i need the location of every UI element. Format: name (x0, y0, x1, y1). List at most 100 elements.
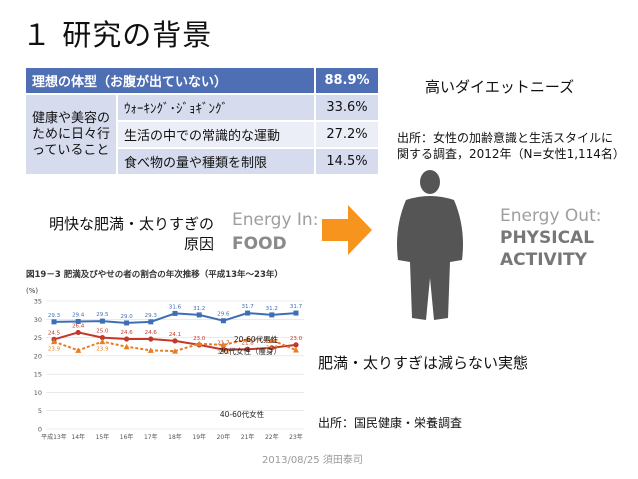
data-point (99, 338, 106, 345)
energy-in-value: FOOD (232, 234, 287, 254)
x-tick-label: 21年 (241, 433, 255, 441)
data-point (269, 345, 275, 351)
y-tick-label: 20 (34, 352, 42, 360)
source-line: 出所：女性の加齢意識と生活スタイルに (397, 131, 614, 145)
survey-header-value: 88.9% (314, 66, 380, 95)
data-point (124, 336, 130, 342)
chart-ylabel: (%) (26, 287, 38, 295)
data-label: 24.3 (266, 345, 279, 351)
data-label: 23.0 (193, 336, 206, 342)
slide-title: １ 研究の背景 (22, 18, 213, 52)
data-point (172, 310, 178, 316)
arrow-right-icon (322, 205, 372, 255)
legend-label: 40-60代女性 (220, 409, 265, 419)
data-label: 21.8 (241, 340, 254, 346)
legend-label: 20-60代男性 (234, 334, 279, 344)
data-label: 23.0 (290, 336, 303, 342)
obesity-trend-note: 肥満・太りすぎは減らない実態 (318, 354, 529, 372)
data-label: 29.3 (48, 313, 61, 319)
energy-out-value: PHYSICAL (500, 228, 595, 248)
energy-out-label: Energy Out: (500, 206, 602, 226)
data-label: 31.2 (266, 306, 278, 312)
row-value: 33.6% (314, 93, 380, 122)
data-point (148, 336, 154, 342)
data-point (293, 347, 299, 353)
data-point (269, 312, 275, 318)
footer-date-author: 2013/08/25 須田泰司 (262, 455, 363, 466)
survey-group-label: 健康や美容のために日々行っていること (24, 93, 118, 176)
data-label: 23.9 (48, 347, 61, 353)
trend-chart-svg: 図19－3 肥満及びやせの者の割合の年次推移（平成13年～23年） (%) 0 5… (26, 269, 304, 441)
table-row: 食べ物の量や種類を制限 14.5% (25, 147, 380, 176)
data-point (99, 318, 105, 324)
data-point (268, 337, 275, 343)
x-tick-label: 23年 (289, 433, 303, 441)
data-point (220, 347, 226, 353)
data-label: 25.0 (96, 329, 109, 335)
data-label: 31.6 (169, 304, 182, 310)
data-point (147, 347, 154, 353)
data-point (245, 310, 251, 316)
y-tick-label: 10 (34, 389, 42, 397)
data-point (244, 336, 251, 342)
data-label: 31.7 (290, 304, 303, 310)
cause-line: 原因 (183, 235, 214, 253)
survey-header-row: 理想の体型（お腹が出ていない） 88.9% (24, 66, 380, 95)
data-point (172, 338, 178, 344)
data-label: 23.9 (96, 347, 109, 353)
x-tick-label: 16年 (120, 433, 134, 441)
source-line: 関する調査，2012年（N=女性1,114名） (397, 147, 625, 161)
data-point (51, 338, 57, 345)
row-value: 27.2% (314, 120, 380, 149)
data-label: 24.6 (120, 330, 133, 336)
y-tick-label: 25 (34, 334, 42, 342)
data-label: 29.4 (72, 312, 85, 318)
data-point (196, 312, 202, 318)
survey-table: 理想の体型（お腹が出ていない） 88.9% 健康や美容のために日々行っていること… (24, 66, 380, 176)
data-point (75, 329, 81, 336)
data-point (99, 334, 105, 341)
x-tick-label: 平成13年 (41, 433, 67, 441)
data-label: 23.0 (217, 350, 230, 356)
table-row: 生活の中での常識的な運動 27.2% (25, 120, 380, 149)
data-point (220, 318, 226, 324)
data-label: 24.6 (145, 330, 158, 336)
x-tick-label: 20年 (217, 433, 231, 441)
data-point (245, 346, 251, 352)
series-line (53, 338, 297, 353)
y-tick-label: 35 (34, 298, 42, 306)
x-tick-label: 14年 (71, 433, 85, 441)
y-tick-label: 15 (34, 371, 42, 379)
y-tick-label: 5 (38, 407, 42, 415)
data-point (196, 340, 203, 347)
data-point (220, 341, 227, 348)
energy-in-label: Energy In: (232, 210, 319, 230)
y-tick-label: 30 (34, 316, 42, 324)
y-tick-label: 0 (38, 426, 42, 434)
row-label: ｳｫｰｷﾝｸﾞ･ｼﾞｮｷﾞﾝｸﾞ (116, 93, 316, 122)
data-point (172, 348, 178, 354)
data-point (148, 319, 154, 325)
source-note-2: 出所：国民健康・栄養調査 (318, 416, 463, 430)
data-point (293, 342, 299, 348)
data-point (123, 343, 130, 350)
x-tick-label: 17年 (144, 433, 158, 441)
row-label: 生活の中での常識的な運動 (116, 120, 316, 149)
row-value: 14.5% (314, 147, 380, 176)
data-label: 26.4 (72, 323, 85, 329)
row-label: 食べ物の量や種類を制限 (116, 147, 316, 176)
data-point (124, 320, 130, 326)
obesity-cause-text: 明快な肥満・太りすぎの 原因 (34, 214, 214, 254)
data-label: 29.6 (217, 312, 230, 318)
legend-label: 20代女性（痩身） (219, 346, 281, 356)
energy-out-value: ACTIVITY (500, 250, 587, 270)
data-label: 29.0 (120, 314, 133, 320)
x-tick-label: 22年 (265, 433, 279, 441)
x-tick-label: 15年 (96, 433, 110, 441)
data-label: 31.2 (193, 306, 205, 312)
data-label: 24.1 (169, 332, 181, 338)
cause-line: 明快な肥満・太りすぎの (48, 215, 214, 233)
body-silhouette-icon (397, 170, 463, 320)
high-diet-needs: 高いダイエットニーズ (425, 78, 575, 96)
chart-title: 図19－3 肥満及びやせの者の割合の年次推移（平成13年～23年） (26, 269, 283, 280)
